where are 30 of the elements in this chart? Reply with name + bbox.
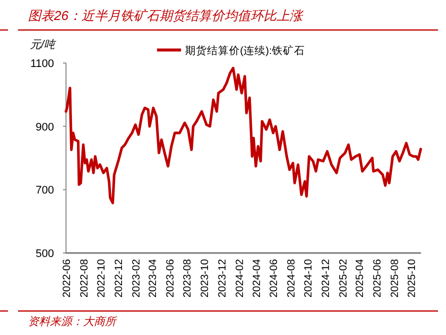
- x-tick-label: 2024-10: [302, 258, 315, 298]
- x-tick-label: 2023-12: [216, 258, 228, 298]
- x-tick-label: 2022-08: [78, 258, 90, 298]
- y-tick-label: 700: [36, 184, 54, 197]
- chart-title: 图表26：近半月铁矿石期货结算价均值环比上涨: [28, 8, 304, 23]
- y-axis-title: 元/吨: [30, 38, 58, 51]
- x-tick-label: 2025-06: [372, 258, 384, 298]
- y-tick-label: 1100: [30, 58, 54, 70]
- x-tick-label: 2023-04: [147, 258, 160, 298]
- x-tick-label: 2023-10: [198, 258, 211, 298]
- line-series: [64, 66, 422, 204]
- legend-label: 期货结算价(连续):铁矿石: [185, 44, 305, 57]
- text: 资料来源：大商所: [28, 315, 118, 328]
- y-tick-label: 900: [36, 121, 54, 134]
- x-tick-label: 2023-06: [164, 258, 176, 298]
- x-tick-label: 2025-02: [338, 258, 350, 298]
- x-tick-label: 2024-02: [234, 258, 246, 298]
- y-tick-label: 500: [36, 248, 54, 260]
- x-tick-label: 2024-06: [268, 258, 280, 298]
- x-tick-label: 2024-04: [250, 258, 263, 298]
- x-tick-label: 2023-02: [130, 258, 142, 298]
- x-tick-label: 2025-04: [354, 258, 366, 298]
- x-tick-label: 2025-10: [406, 258, 418, 298]
- x-tick-label: 2025-08: [388, 258, 401, 298]
- x-tick-label: 2024-12: [320, 258, 332, 298]
- x-tick-label: 2023-08: [182, 258, 194, 298]
- x-tick-label: 2022-10: [96, 258, 108, 298]
- x-tick-label: 2024-08: [285, 258, 298, 298]
- x-tick-label: 2022-12: [112, 258, 125, 298]
- x-tick-label: 2022-06: [61, 258, 73, 298]
